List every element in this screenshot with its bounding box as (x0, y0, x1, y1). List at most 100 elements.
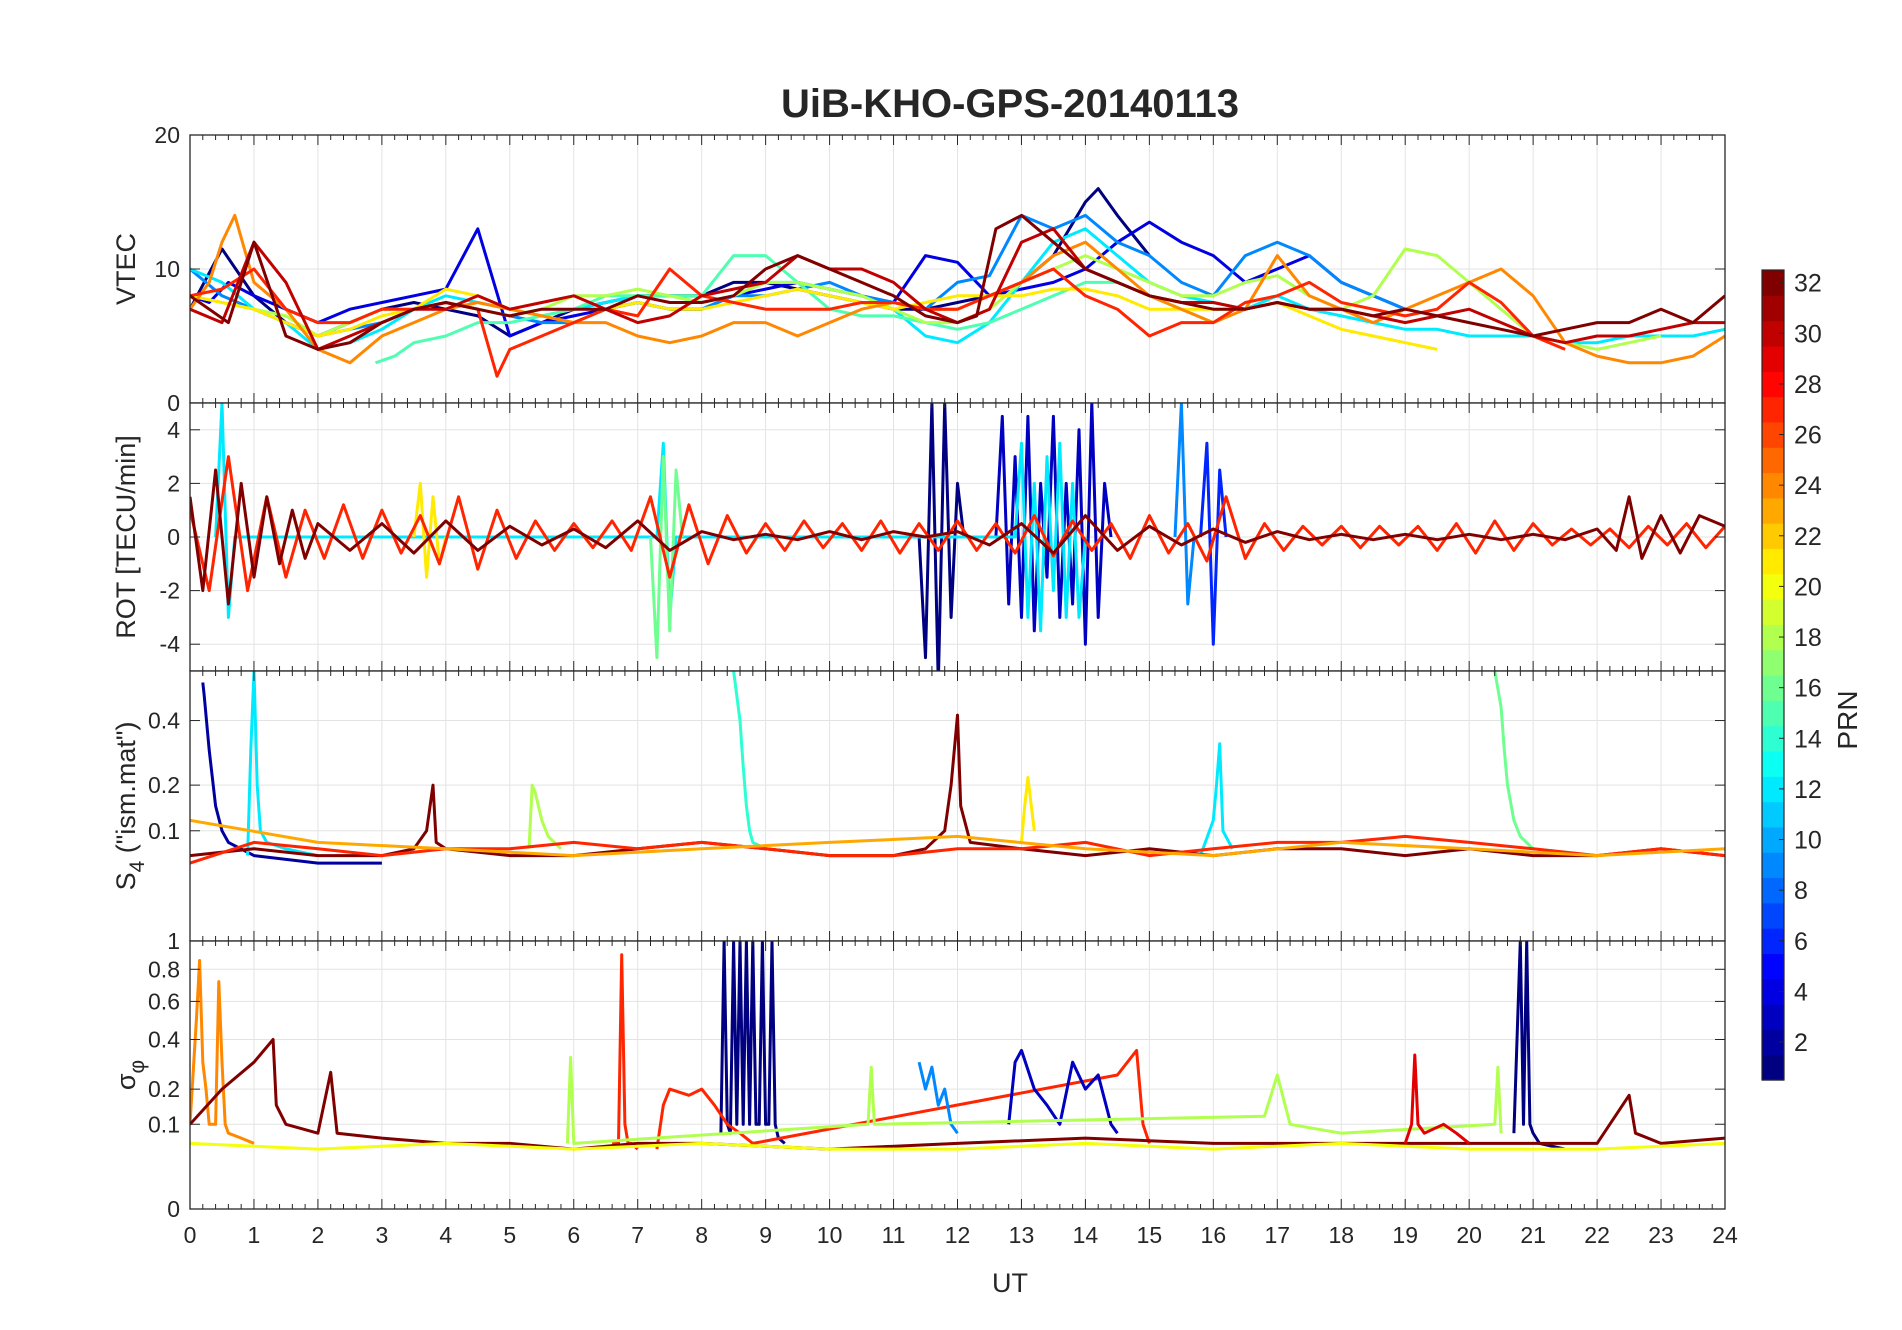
series-line-prn-4 (190, 220, 1406, 338)
series-line-prn-32 (190, 713, 1725, 858)
y-tick-label: 4 (167, 417, 180, 443)
x-axis-label: UT (992, 1268, 1028, 1298)
colorbar-swatch (1762, 675, 1784, 701)
colorbar-swatch (1762, 725, 1784, 752)
colorbar-tick-label: 4 (1794, 978, 1808, 1006)
y-axis-label: VTEC (111, 233, 141, 305)
colorbar-tick-label: 22 (1794, 523, 1822, 551)
colorbar-swatch (1762, 750, 1784, 777)
y-axis-label: σφ (111, 1060, 149, 1090)
y-tick-label: 0.8 (148, 956, 180, 982)
colorbar-swatch (1762, 396, 1784, 423)
x-tick-label: 11 (882, 1222, 906, 1248)
colorbar-swatch (1762, 1054, 1784, 1081)
series-line-prn-27 (190, 455, 1725, 593)
colorbar-tick-label: 14 (1794, 725, 1822, 753)
x-tick-label: 10 (817, 1222, 843, 1248)
series-line-prn-32 (190, 468, 1725, 606)
x-tick-label: 15 (1137, 1222, 1163, 1248)
series-line-prn-3 (994, 403, 1113, 646)
series-line-prn-2 (201, 682, 382, 865)
series-line-prn-3 (1007, 1048, 1119, 1135)
colorbar-swatch (1762, 877, 1784, 904)
colorbar-tick-label: 26 (1794, 422, 1822, 450)
colorbar-swatch (1762, 902, 1784, 929)
colorbar-tick-label: 30 (1794, 320, 1822, 348)
series-line-prn-6 (1199, 441, 1228, 646)
colorbar-swatch (1762, 700, 1784, 727)
colorbar-swatch (1762, 345, 1784, 372)
colorbar-swatch (1762, 649, 1784, 676)
x-tick-label: 3 (375, 1222, 388, 1248)
x-tick-label: 14 (1073, 1222, 1099, 1248)
x-tick-label: 5 (503, 1222, 516, 1248)
colorbar-tick-label: 10 (1794, 827, 1822, 855)
x-tick-label: 13 (1009, 1222, 1035, 1248)
colorbar-swatch (1762, 270, 1784, 296)
x-tick-label: 0 (184, 1222, 197, 1248)
colorbar-tick-label: 28 (1794, 371, 1822, 399)
y-axis-label: ROT [TECU/min] (111, 435, 141, 639)
colorbar-swatch (1762, 295, 1784, 322)
panel-ROT: -4 -2 0 2 4 ROT [TECU/min] (111, 402, 1726, 672)
colorbar-tick-label: 16 (1794, 675, 1822, 703)
x-tick-label: 21 (1520, 1222, 1546, 1248)
x-tick-label: 22 (1584, 1222, 1610, 1248)
y-tick-label: 0.4 (148, 1027, 180, 1053)
x-tick-label: 19 (1392, 1222, 1418, 1248)
colorbar-swatch (1762, 928, 1784, 955)
colorbar-swatch (1762, 624, 1784, 651)
series-line-prn-29 (1403, 1053, 1471, 1145)
series-group (190, 941, 1725, 1151)
y-tick-label: 0 (167, 524, 180, 550)
colorbar-swatch (1762, 523, 1784, 550)
y-tick-label: -2 (160, 578, 180, 604)
series-line-prn-27 (655, 1048, 1151, 1150)
chart-title: UiB-KHO-GPS-20140113 (781, 82, 1239, 126)
x-tick-label: 20 (1456, 1222, 1482, 1248)
series-line-prn-12 (246, 671, 319, 858)
y-tick-label: 0 (167, 390, 180, 416)
x-tick-label: 16 (1201, 1222, 1227, 1248)
colorbar-swatch (1762, 852, 1784, 879)
colorbar-swatch (1762, 573, 1784, 600)
series-line-prn-18 (527, 783, 563, 850)
y-tick-label: 1 (167, 928, 180, 954)
y-tick-label: 2 (167, 470, 180, 496)
x-tick-label: 18 (1328, 1222, 1354, 1248)
series-line-prn-12 (214, 403, 1087, 633)
panel-S4: 0.1 0.2 0.4S4 ("ism.mat") (111, 670, 1726, 942)
y-tick-label: 0 (167, 1196, 180, 1222)
series-group (190, 187, 1725, 378)
colorbar-swatch (1762, 1004, 1784, 1030)
series-line-prn-16 (649, 455, 684, 660)
colorbar-swatch (1762, 826, 1784, 853)
y-tick-label: 0.1 (148, 818, 180, 844)
series-line-prn-9 (1173, 403, 1196, 606)
y-tick-label: -4 (160, 631, 181, 657)
colorbar-tick-label: 20 (1794, 573, 1822, 601)
series-line-prn-9 (917, 1061, 959, 1135)
x-tick-label: 4 (439, 1222, 452, 1248)
colorbar-swatch (1762, 497, 1784, 524)
series-line-prn-20 (190, 1141, 1725, 1151)
y-tick-label: 10 (154, 256, 180, 282)
x-tick-label: 8 (695, 1222, 708, 1248)
x-tick-label: 17 (1264, 1222, 1290, 1248)
x-tick-label: 12 (945, 1222, 971, 1248)
series-group (190, 671, 1725, 865)
panel-VTEC: 0 10 20 VTEC (111, 122, 1726, 416)
y-axis-label: S4 ("ism.mat") (111, 722, 149, 891)
colorbar-tick-label: 32 (1794, 270, 1822, 298)
series-line-prn-1 (1512, 941, 1566, 1151)
y-tick-label: 0.1 (148, 1111, 180, 1137)
x-axis: 0 1 2 3 4 5 6 7 8 9 10 11 12 13 14 15 16 17 18 19 20 21 22 23 24 (184, 1222, 1738, 1248)
series-line-prn-23 (190, 818, 1725, 858)
series-line-prn-1 (719, 941, 786, 1145)
series-group (190, 403, 1725, 671)
y-tick-label: 0.4 (148, 708, 180, 734)
x-tick-label: 9 (759, 1222, 772, 1248)
series-line-prn-12 (190, 227, 1725, 351)
